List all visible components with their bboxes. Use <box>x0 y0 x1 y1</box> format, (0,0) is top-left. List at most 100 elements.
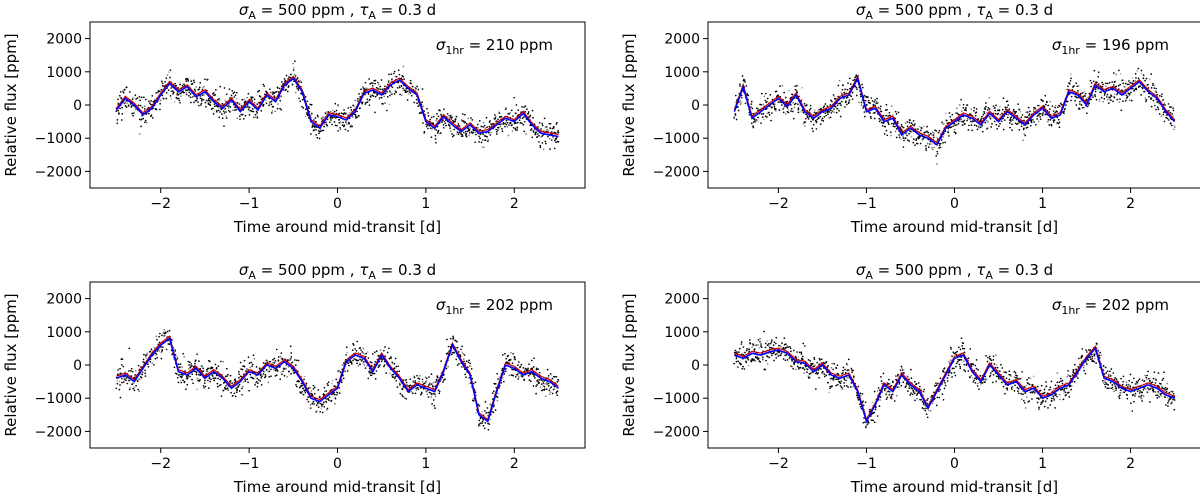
data-point <box>914 380 916 383</box>
data-point <box>994 107 996 109</box>
data-point <box>461 351 464 354</box>
data-point <box>507 134 510 137</box>
data-point <box>845 362 848 365</box>
data-point <box>414 89 417 91</box>
data-point <box>374 111 376 114</box>
data-point <box>280 352 283 354</box>
data-point <box>760 92 763 95</box>
data-point <box>158 350 161 352</box>
data-point <box>936 396 939 399</box>
data-point <box>285 74 288 77</box>
data-point <box>185 89 187 91</box>
data-point <box>937 131 940 134</box>
data-point <box>364 103 367 105</box>
x-tick-label: 2 <box>1126 196 1135 212</box>
data-point <box>154 357 157 360</box>
data-point <box>778 344 780 347</box>
data-point <box>317 389 320 391</box>
data-point <box>1058 121 1061 124</box>
data-point <box>224 375 227 378</box>
data-point <box>439 109 441 112</box>
data-point <box>512 352 515 355</box>
data-point <box>495 133 498 135</box>
data-point <box>184 91 187 94</box>
data-point <box>1023 133 1026 135</box>
data-point <box>948 112 951 114</box>
data-point <box>247 381 249 384</box>
data-point <box>1136 70 1138 72</box>
data-point <box>1156 93 1159 96</box>
data-point <box>841 93 843 95</box>
data-point <box>410 390 413 393</box>
data-point <box>860 104 863 106</box>
data-point <box>254 384 256 386</box>
data-point <box>797 107 800 109</box>
data-point <box>392 373 395 376</box>
data-point <box>846 88 849 91</box>
data-point <box>394 357 397 360</box>
data-point <box>151 94 154 97</box>
data-point <box>140 118 143 121</box>
data-point <box>216 382 219 385</box>
data-point <box>262 362 265 364</box>
data-point <box>499 125 502 128</box>
data-point <box>988 108 991 110</box>
data-point <box>509 111 512 114</box>
data-point <box>1139 85 1142 88</box>
data-point <box>118 380 121 383</box>
data-point <box>1153 87 1156 89</box>
data-point <box>333 121 336 123</box>
data-point <box>349 106 352 109</box>
data-point <box>740 96 743 99</box>
data-point <box>900 128 903 131</box>
data-point <box>553 388 556 390</box>
data-point <box>337 105 339 108</box>
data-point <box>924 404 926 406</box>
data-point <box>318 396 321 399</box>
data-point <box>351 116 354 118</box>
data-point <box>1039 112 1042 115</box>
data-point <box>956 350 958 353</box>
data-point <box>142 371 145 373</box>
data-point <box>782 358 785 360</box>
data-point <box>419 393 422 396</box>
data-point <box>208 103 211 106</box>
data-point <box>327 381 330 383</box>
data-point <box>784 359 787 362</box>
data-point <box>290 372 292 375</box>
data-point <box>864 115 866 118</box>
data-point <box>797 108 800 111</box>
data-point <box>171 339 173 341</box>
data-point <box>755 356 758 359</box>
data-point <box>391 361 394 364</box>
data-point <box>935 129 938 132</box>
data-point <box>1101 85 1104 88</box>
data-point <box>1152 99 1155 102</box>
data-point <box>741 75 744 77</box>
data-point <box>255 366 258 368</box>
data-point <box>350 361 353 364</box>
data-point <box>852 79 855 82</box>
data-point <box>1044 94 1047 97</box>
data-point <box>553 375 555 378</box>
data-point <box>878 117 881 120</box>
data-point <box>1022 127 1025 130</box>
data-point <box>322 403 324 405</box>
data-point <box>200 102 203 105</box>
data-point <box>821 117 824 120</box>
data-point <box>801 355 804 358</box>
data-point <box>129 91 131 93</box>
data-point <box>799 366 802 369</box>
data-point <box>850 367 853 370</box>
data-point <box>451 349 453 352</box>
data-point <box>456 346 459 349</box>
data-point <box>294 91 297 94</box>
data-point <box>519 122 522 124</box>
data-point <box>808 376 811 379</box>
data-point <box>770 352 773 355</box>
data-point <box>1083 90 1085 93</box>
data-point <box>851 371 854 373</box>
data-point <box>827 364 830 367</box>
data-point <box>134 94 137 97</box>
data-point <box>452 335 454 338</box>
